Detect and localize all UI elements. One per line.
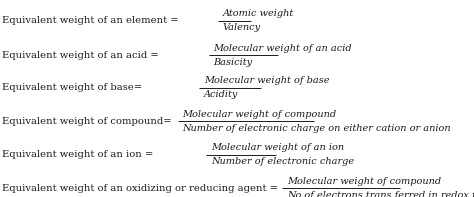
Text: Valency: Valency: [223, 23, 261, 32]
Text: Equivalent weight of an acid =: Equivalent weight of an acid =: [2, 51, 159, 60]
Text: No.of electrons trans ferred in redox reaction: No.of electrons trans ferred in redox re…: [287, 190, 474, 197]
Text: Basicity: Basicity: [213, 58, 253, 67]
Text: Molecular weight of an acid: Molecular weight of an acid: [213, 44, 352, 53]
Text: Molecular weight of an ion: Molecular weight of an ion: [211, 143, 344, 152]
Text: Equivalent weight of base=: Equivalent weight of base=: [2, 83, 143, 92]
Text: Molecular weight of compound: Molecular weight of compound: [182, 110, 337, 119]
Text: Equivalent weight of an element =: Equivalent weight of an element =: [2, 16, 179, 25]
Text: Molecular weight of compound: Molecular weight of compound: [287, 177, 441, 186]
Text: Equivalent weight of compound=: Equivalent weight of compound=: [2, 117, 172, 126]
Text: Number of electronic charge on either cation or anion: Number of electronic charge on either ca…: [182, 124, 451, 133]
Text: Equivalent weight of an ion =: Equivalent weight of an ion =: [2, 150, 154, 159]
Text: Number of electronic charge: Number of electronic charge: [211, 157, 354, 166]
Text: Atomic weight: Atomic weight: [223, 9, 294, 18]
Text: Molecular weight of base: Molecular weight of base: [204, 76, 329, 85]
Text: Acidity: Acidity: [204, 90, 238, 99]
Text: Equivalent weight of an oxidizing or reducing agent =: Equivalent weight of an oxidizing or red…: [2, 184, 278, 193]
